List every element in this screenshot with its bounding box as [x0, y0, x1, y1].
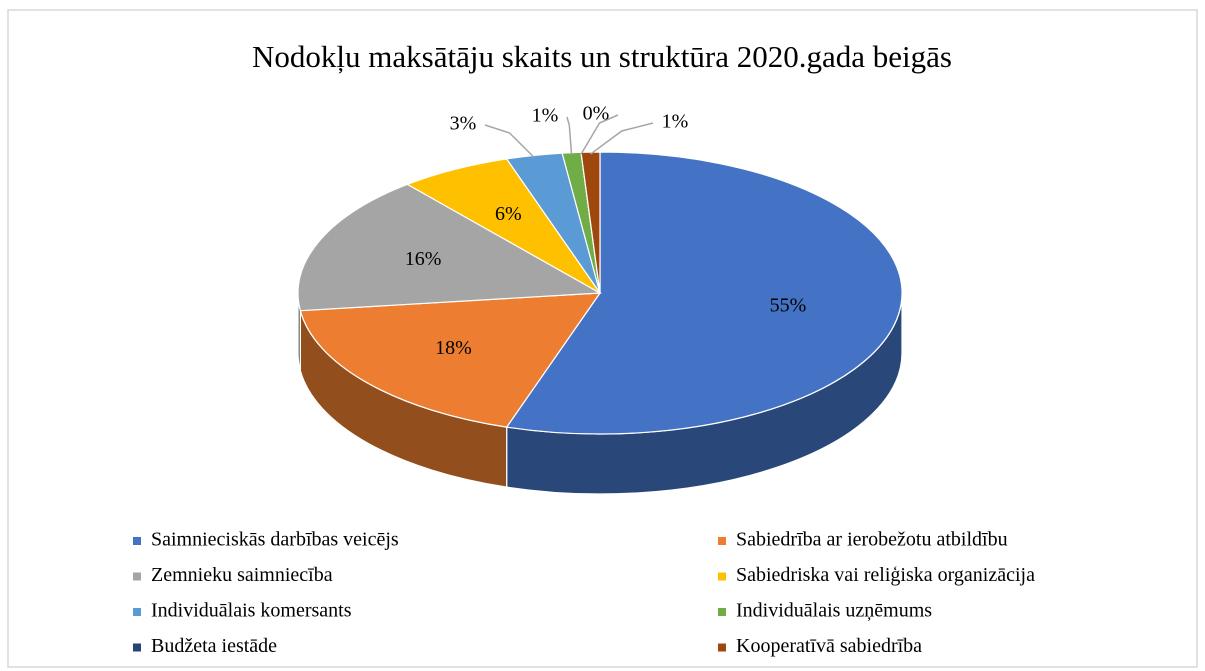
- legend-label: Saimnieciskās darbības veicējs: [151, 529, 399, 551]
- pie-slice: [505, 151, 903, 435]
- data-label: 55%: [770, 294, 807, 316]
- leader-line: [484, 124, 535, 158]
- data-label: 0%: [583, 103, 610, 125]
- chart-title: Nodokļu maksātāju skaits un struktūra 20…: [252, 39, 952, 74]
- pie-slice: [299, 292, 602, 428]
- legend-swatch: [718, 643, 726, 652]
- pie-slice: [580, 151, 601, 294]
- leader-line: [580, 114, 619, 155]
- legend-swatch: [718, 572, 726, 581]
- legend-label: Kooperatīvā sabiedrība: [736, 635, 922, 657]
- legend-swatch: [133, 608, 141, 616]
- legend-swatch: [718, 608, 726, 616]
- pie-slice: [297, 183, 603, 312]
- data-label: 1%: [662, 111, 689, 133]
- legend-label: Budžeta iestāde: [151, 635, 277, 657]
- legend-label: Individuālais komersants: [151, 600, 352, 622]
- legend-swatch: [133, 537, 141, 545]
- legend-label: Sabiedriska vai reliģiska organizācija: [736, 564, 1035, 586]
- legend-swatch: [718, 537, 726, 545]
- data-label: 3%: [450, 113, 477, 135]
- data-label: 1%: [532, 105, 559, 127]
- legend-label: Sabiedrība ar ierobežotu atbildību: [736, 529, 1008, 551]
- legend-label: Individuālais uzņēmums: [736, 600, 932, 622]
- leader-line: [590, 122, 654, 155]
- legend-swatch: [133, 643, 141, 652]
- legend-swatch: [133, 572, 141, 581]
- data-label: 6%: [495, 203, 522, 225]
- data-label: 18%: [435, 337, 472, 359]
- legend-label: Zemnieku saimniecība: [151, 564, 333, 586]
- data-label: 16%: [405, 248, 442, 270]
- leader-line: [566, 116, 573, 155]
